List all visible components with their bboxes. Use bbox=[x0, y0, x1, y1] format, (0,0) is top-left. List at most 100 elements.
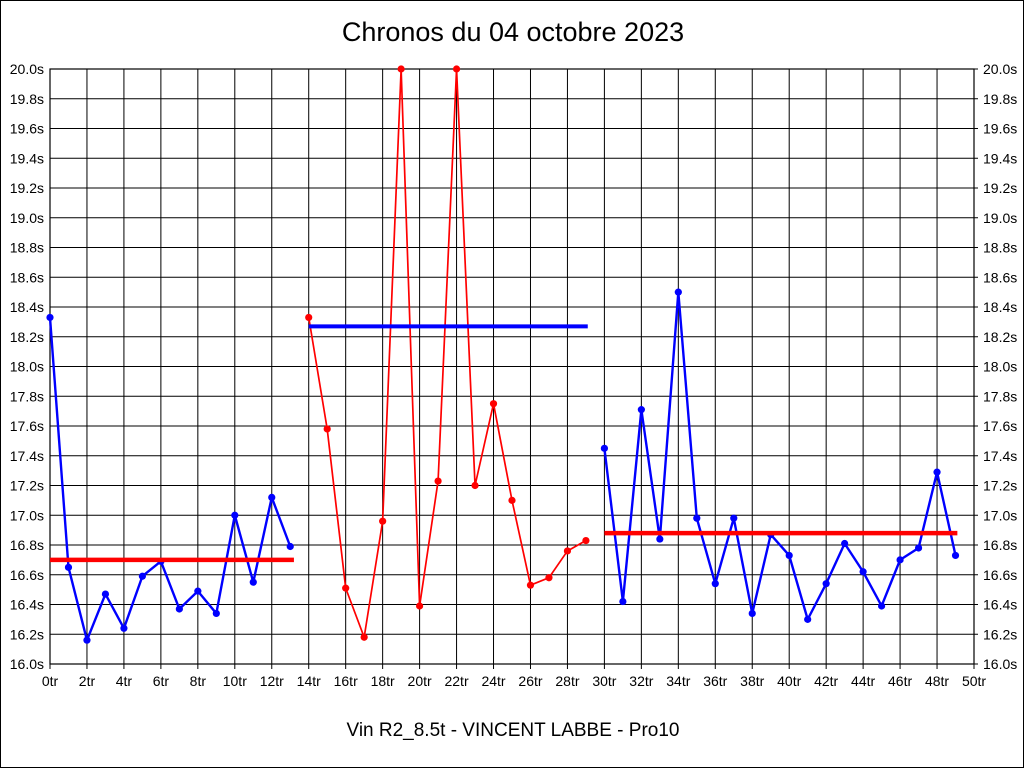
series-marker-laps-0-13 bbox=[175, 605, 183, 613]
y-tick-label-right: 18.6s bbox=[983, 269, 1017, 285]
y-tick-label-left: 16.2s bbox=[10, 626, 44, 642]
series-marker-laps-14-29 bbox=[397, 65, 405, 73]
y-tick-label-left: 16.6s bbox=[10, 567, 44, 583]
x-tick-label: 16tr bbox=[334, 673, 358, 689]
series-marker-laps-30-49 bbox=[674, 288, 682, 296]
chart-caption: Vin R2_8.5t - VINCENT LABBE - Pro10 bbox=[346, 720, 680, 741]
x-tick-label: 30tr bbox=[592, 673, 616, 689]
series-marker-laps-14-29 bbox=[489, 400, 498, 408]
y-tick-label-left: 16.0s bbox=[10, 656, 44, 672]
y-tick-label-left: 19.6s bbox=[10, 121, 44, 137]
x-tick-label: 18tr bbox=[371, 673, 395, 689]
y-tick-label-left: 18.6s bbox=[10, 269, 44, 285]
series-marker-laps-30-49 bbox=[859, 568, 867, 576]
series-marker-laps-30-49 bbox=[951, 551, 960, 560]
y-tick-label-left: 18.0s bbox=[10, 359, 44, 375]
y-tick-label-right: 19.8s bbox=[983, 91, 1017, 107]
y-tick-label-left: 16.8s bbox=[10, 537, 44, 553]
series-marker-laps-30-49 bbox=[711, 580, 719, 588]
y-tick-label-right: 16.0s bbox=[983, 656, 1017, 672]
series-marker-laps-30-49 bbox=[656, 535, 664, 543]
x-tick-label: 44tr bbox=[851, 673, 875, 689]
y-tick-label-left: 19.4s bbox=[10, 150, 44, 166]
y-tick-label-left: 17.2s bbox=[10, 478, 44, 494]
x-tick-label: 14tr bbox=[297, 673, 321, 689]
series-marker-laps-0-13 bbox=[231, 511, 239, 519]
x-tick-label: 40tr bbox=[777, 673, 801, 689]
series-marker-laps-14-29 bbox=[545, 574, 553, 582]
y-tick-label-left: 18.8s bbox=[10, 240, 44, 256]
series-marker-laps-14-29 bbox=[379, 517, 387, 525]
y-tick-label-right: 19.4s bbox=[983, 150, 1017, 166]
y-tick-label-right: 19.6s bbox=[983, 121, 1017, 137]
series-marker-laps-30-49 bbox=[693, 514, 701, 522]
x-tick-label: 22tr bbox=[444, 673, 468, 689]
series-marker-laps-0-13 bbox=[194, 587, 202, 595]
series-marker-laps-14-29 bbox=[305, 313, 313, 322]
series-marker-laps-0-13 bbox=[138, 572, 146, 580]
x-tick-label: 2tr bbox=[79, 673, 96, 689]
x-tick-label: 8tr bbox=[190, 673, 207, 689]
series-marker-laps-30-49 bbox=[730, 514, 738, 522]
y-tick-label-left: 19.8s bbox=[10, 91, 44, 107]
series-marker-laps-14-29 bbox=[434, 477, 442, 485]
y-tick-label-right: 16.2s bbox=[983, 626, 1017, 642]
x-tick-label: 26tr bbox=[518, 673, 542, 689]
series-marker-laps-30-49 bbox=[600, 444, 609, 452]
y-tick-label-right: 18.8s bbox=[983, 240, 1017, 256]
x-tick-label: 10tr bbox=[223, 673, 247, 689]
y-tick-label-right: 19.0s bbox=[983, 210, 1017, 226]
series-marker-laps-30-49 bbox=[619, 597, 627, 606]
y-tick-label-right: 17.0s bbox=[983, 507, 1017, 523]
series-marker-laps-0-13 bbox=[286, 542, 294, 551]
y-tick-label-right: 16.8s bbox=[983, 537, 1017, 553]
series-marker-laps-14-29 bbox=[471, 481, 479, 490]
series-marker-laps-30-49 bbox=[914, 544, 923, 552]
y-tick-label-left: 17.6s bbox=[10, 418, 44, 434]
y-tick-label-right: 17.8s bbox=[983, 388, 1017, 404]
series-marker-laps-0-13 bbox=[64, 563, 73, 571]
series-marker-laps-14-29 bbox=[342, 584, 350, 592]
y-tick-label-left: 17.8s bbox=[10, 388, 44, 404]
y-tick-label-right: 17.6s bbox=[983, 418, 1017, 434]
y-tick-label-right: 18.0s bbox=[983, 359, 1017, 375]
chart-title: Chronos du 04 octobre 2023 bbox=[341, 17, 685, 47]
x-tick-label: 4tr bbox=[116, 673, 133, 689]
series-marker-laps-30-49 bbox=[637, 406, 645, 414]
x-tick-label: 20tr bbox=[408, 673, 432, 689]
x-tick-label: 34tr bbox=[666, 673, 690, 689]
series-marker-laps-0-13 bbox=[268, 493, 276, 501]
series-line-laps-0-13 bbox=[48, 316, 292, 642]
series-marker-laps-14-29 bbox=[582, 536, 590, 545]
y-tick-label-left: 18.4s bbox=[10, 299, 44, 315]
y-tick-label-right: 19.2s bbox=[983, 180, 1017, 196]
series-line-laps-14-29 bbox=[307, 68, 587, 639]
x-tick-label: 24tr bbox=[481, 673, 505, 689]
y-tick-label-right: 17.2s bbox=[983, 478, 1017, 494]
series-marker-laps-30-49 bbox=[878, 602, 886, 610]
y-tick-label-right: 16.6s bbox=[983, 567, 1017, 583]
x-tick-label: 42tr bbox=[814, 673, 838, 689]
x-tick-label: 36tr bbox=[703, 673, 727, 689]
y-tick-label-left: 19.2s bbox=[10, 180, 44, 196]
series-marker-laps-14-29 bbox=[526, 581, 535, 589]
y-tick-label-right: 20.0s bbox=[983, 61, 1017, 77]
x-tick-label: 32tr bbox=[629, 673, 653, 689]
series-marker-laps-14-29 bbox=[508, 496, 516, 504]
x-tick-label: 12tr bbox=[260, 673, 284, 689]
y-tick-label-right: 18.4s bbox=[983, 299, 1017, 315]
series-marker-laps-14-29 bbox=[416, 602, 424, 610]
y-tick-label-left: 17.4s bbox=[10, 448, 44, 464]
x-tick-label: 38tr bbox=[740, 673, 764, 689]
series-marker-laps-14-29 bbox=[563, 547, 572, 555]
y-tick-label-right: 17.4s bbox=[983, 448, 1017, 464]
y-tick-label-left: 18.2s bbox=[10, 329, 44, 345]
y-tick-label-left: 19.0s bbox=[10, 210, 44, 226]
series-marker-laps-30-49 bbox=[804, 615, 812, 623]
y-tick-label-right: 16.4s bbox=[983, 597, 1017, 613]
series-marker-laps-30-49 bbox=[822, 580, 830, 588]
series-marker-laps-30-49 bbox=[748, 609, 756, 618]
series-marker-laps-14-29 bbox=[452, 65, 461, 73]
